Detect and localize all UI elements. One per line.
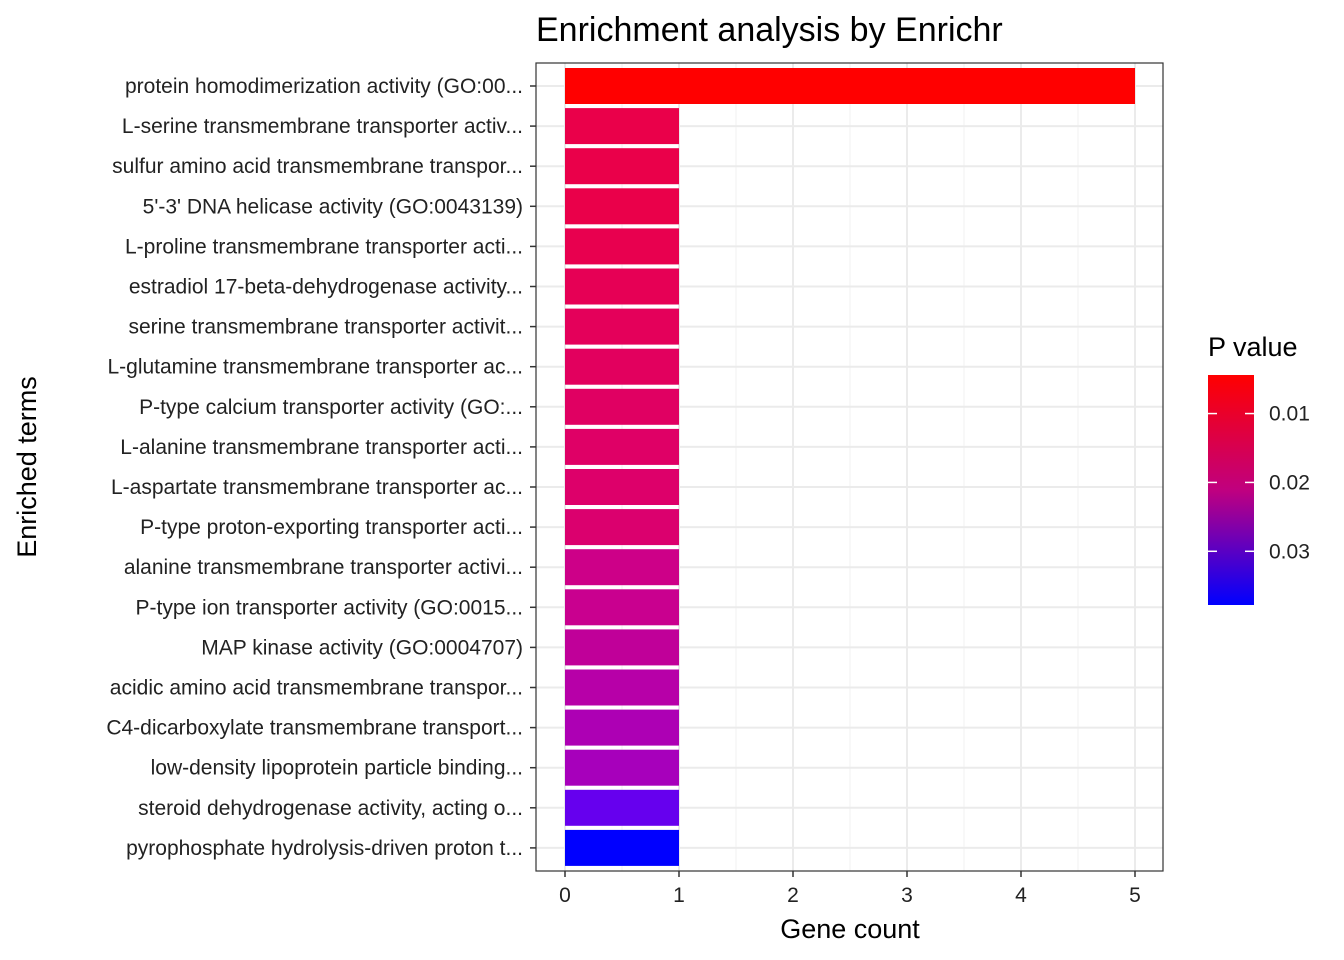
legend-tick-label: 0.02 <box>1269 471 1310 494</box>
y-tick-label: steroid dehydrogenase activity, acting o… <box>138 797 523 820</box>
y-axis-title: Enriched terms <box>12 376 42 558</box>
legend-title: P value <box>1208 332 1298 362</box>
y-tick-label: 5'-3' DNA helicase activity (GO:0043139) <box>143 195 523 218</box>
bar <box>565 68 1135 104</box>
bar <box>565 469 679 505</box>
y-tick-label: C4-dicarboxylate transmembrane transport… <box>106 717 523 740</box>
x-tick-label: 0 <box>559 884 571 907</box>
bar <box>565 148 679 185</box>
bar <box>565 749 679 786</box>
y-tick-label: P-type ion transporter activity (GO:0015… <box>136 596 524 619</box>
bar <box>565 549 679 586</box>
bar <box>565 428 679 465</box>
bar <box>565 709 679 746</box>
x-tick-label: 4 <box>1015 884 1027 907</box>
y-tick-label: estradiol 17-beta-dehydrogenase activity… <box>129 276 523 299</box>
y-tick-label: L-proline transmembrane transporter acti… <box>125 235 523 258</box>
bar <box>565 509 679 546</box>
y-tick-label: low-density lipoprotein particle binding… <box>151 757 523 780</box>
x-axis: 0 1 2 3 4 5 <box>559 871 1141 907</box>
bar <box>565 829 679 866</box>
bar <box>565 388 679 425</box>
y-tick-label: L-glutamine transmembrane transporter ac… <box>107 356 523 379</box>
legend-colorbar <box>1208 375 1254 605</box>
chart-title: Enrichment analysis by Enrichr <box>536 11 1003 49</box>
x-tick-label: 3 <box>901 884 913 907</box>
y-axis: protein homodimerization activity (GO:00… <box>106 75 536 860</box>
y-tick-label: L-alanine transmembrane transporter acti… <box>120 436 523 459</box>
y-tick-label: MAP kinase activity (GO:0004707) <box>201 636 523 659</box>
bar <box>565 669 679 706</box>
y-tick-label: L-aspartate transmembrane transporter ac… <box>111 476 523 499</box>
y-tick-label: alanine transmembrane transporter activi… <box>124 556 523 579</box>
legend-tick-label: 0.03 <box>1269 540 1310 563</box>
y-tick-label: serine transmembrane transporter activit… <box>129 316 524 339</box>
bar <box>565 188 679 225</box>
legend-tick-label: 0.01 <box>1269 403 1310 426</box>
x-tick-label: 2 <box>787 884 799 907</box>
bar <box>565 308 679 345</box>
y-tick-label: pyrophosphate hydrolysis-driven proton t… <box>126 837 523 860</box>
x-tick-label: 1 <box>673 884 685 907</box>
bar <box>565 348 679 385</box>
plot-panel-border <box>535 62 1164 872</box>
bar <box>565 228 679 265</box>
bar <box>565 268 679 305</box>
bar <box>565 789 679 826</box>
y-tick-label: sulfur amino acid transmembrane transpor… <box>112 155 523 178</box>
x-tick-label: 5 <box>1129 884 1141 907</box>
bars <box>565 68 1135 866</box>
legend: P value 0.01 0.02 0.03 <box>1208 332 1310 605</box>
bar <box>565 589 679 626</box>
y-tick-label: acidic amino acid transmembrane transpor… <box>110 677 523 700</box>
y-tick-label: protein homodimerization activity (GO:00… <box>125 75 523 98</box>
y-tick-label: L-serine transmembrane transporter activ… <box>122 115 523 138</box>
bar <box>565 108 679 145</box>
x-axis-title: Gene count <box>780 914 920 944</box>
y-tick-label: P-type proton-exporting transporter acti… <box>140 516 523 539</box>
y-tick-label: P-type calcium transporter activity (GO:… <box>139 396 523 419</box>
bar <box>565 629 679 666</box>
